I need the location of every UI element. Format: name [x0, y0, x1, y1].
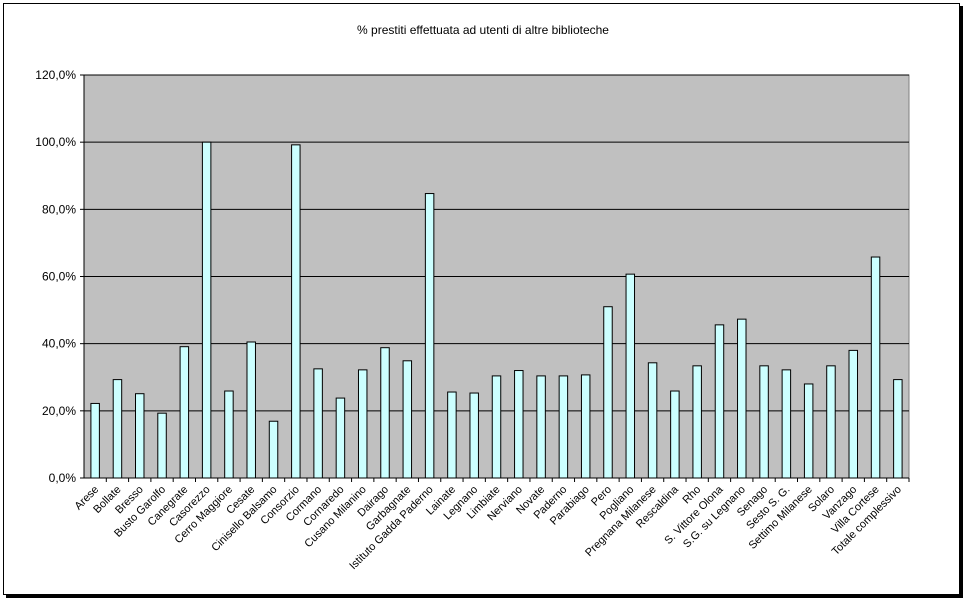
- bar: [469, 392, 479, 479]
- bar: [357, 369, 368, 479]
- bar: [90, 402, 100, 479]
- y-tick-label: 80,0%: [42, 202, 76, 216]
- bar: [603, 306, 613, 479]
- bar: [625, 273, 636, 479]
- bar: [692, 365, 702, 479]
- bar: [714, 324, 725, 479]
- bar: [135, 393, 145, 479]
- bar: [536, 375, 546, 479]
- bar: [781, 369, 792, 479]
- bar: [848, 349, 858, 479]
- y-tick-label: 120,0%: [35, 68, 76, 82]
- bar: [893, 379, 903, 479]
- bar: [246, 341, 256, 479]
- bar: [112, 379, 123, 479]
- bar: [157, 412, 167, 479]
- y-tick-label: 100,0%: [35, 135, 76, 149]
- bar: [826, 365, 836, 479]
- y-tick-label: 20,0%: [42, 404, 76, 418]
- bar: [424, 193, 435, 479]
- bar: [380, 347, 390, 479]
- bar: [759, 365, 769, 479]
- bar: [291, 144, 301, 479]
- bar: [224, 390, 234, 479]
- bar: [870, 256, 881, 479]
- bar: [179, 346, 190, 479]
- bar: [268, 420, 279, 479]
- bars: [90, 141, 903, 479]
- chart-title: % prestiti effettuata ad utenti di altre…: [357, 23, 609, 37]
- chart-frame: % prestiti effettuata ad utenti di altre…: [3, 3, 960, 595]
- bar: [201, 141, 212, 479]
- bar: [335, 397, 346, 479]
- bar: [558, 375, 569, 479]
- y-tick-label: 0,0%: [49, 471, 77, 485]
- bar: [580, 374, 591, 479]
- bar: [402, 360, 413, 479]
- bar: [447, 391, 457, 479]
- bar: [737, 318, 747, 479]
- bar: [670, 390, 680, 479]
- bar: [803, 383, 814, 479]
- y-tick-label: 60,0%: [42, 270, 76, 284]
- bar: [313, 368, 323, 479]
- bar: [514, 370, 524, 479]
- bar: [647, 362, 658, 479]
- bar-chart: % prestiti effettuata ad utenti di altre…: [35, 23, 910, 572]
- y-tick-label: 40,0%: [42, 337, 76, 351]
- y-axis: 0,0% 20,0% 40,0% 60,0% 80,0% 100,0% 120,0%: [35, 68, 85, 485]
- bar: [491, 375, 502, 479]
